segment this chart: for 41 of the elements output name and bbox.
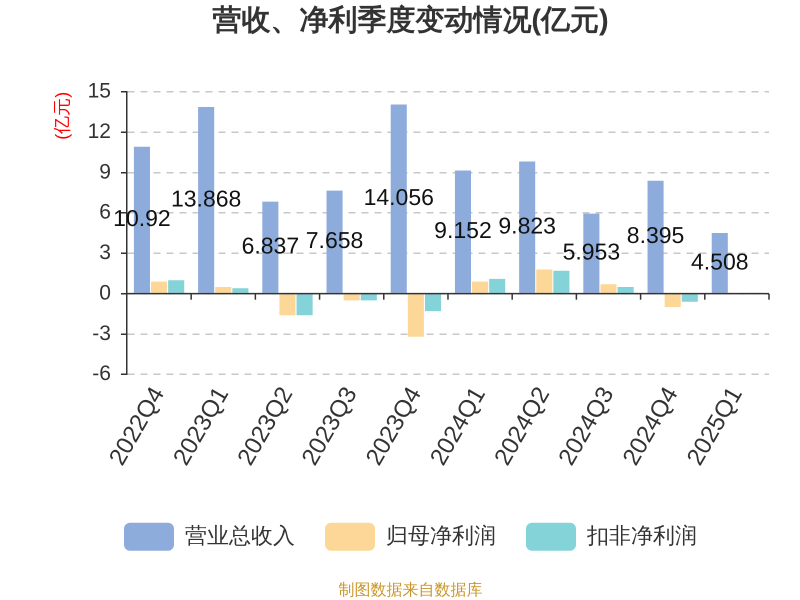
chart-title: 营收、净利季度变动情况(亿元) (211, 3, 609, 36)
bar (600, 284, 617, 293)
data-label: 13.868 (170, 185, 242, 212)
y-tick-label: -3 (92, 322, 111, 345)
bar (489, 278, 506, 293)
legend-label: 营业总收入 (185, 522, 295, 548)
data-label: 9.823 (498, 212, 556, 239)
data-label: 14.056 (364, 184, 434, 210)
y-tick-label: 3 (99, 241, 111, 264)
bar (664, 294, 681, 308)
y-tick-label: 15 (88, 80, 111, 103)
bar (553, 270, 570, 293)
legend-label: 扣非净利润 (586, 522, 697, 548)
bar (232, 288, 248, 293)
data-label: 9.152 (434, 217, 492, 244)
bar (168, 280, 184, 293)
bar (215, 286, 232, 293)
y-tick-label: 9 (99, 160, 111, 184)
bar (618, 286, 634, 293)
text: 制图数据来自数据库 (338, 580, 482, 599)
data-label: 4.508 (690, 248, 749, 274)
bar (424, 294, 442, 312)
bar (296, 294, 313, 316)
bar (279, 294, 296, 316)
legend-label: 归母净利润 (386, 522, 496, 548)
data-label: 8.395 (626, 222, 684, 248)
bar (344, 294, 360, 300)
data-label: 6.837 (242, 232, 300, 259)
bar (360, 294, 377, 300)
bar (536, 269, 552, 293)
data-label: 5.953 (562, 238, 620, 265)
y-tick-label: 0 (99, 281, 111, 304)
y-tick-label: 12 (88, 120, 111, 143)
bar (151, 282, 168, 293)
bar (682, 294, 698, 302)
y-tick-label: -6 (92, 362, 111, 386)
y-axis-title: (亿元) (52, 92, 72, 140)
data-label: 7.658 (306, 227, 364, 254)
y-tick-label: 6 (99, 200, 111, 224)
bar (472, 282, 488, 293)
bar (408, 294, 424, 337)
